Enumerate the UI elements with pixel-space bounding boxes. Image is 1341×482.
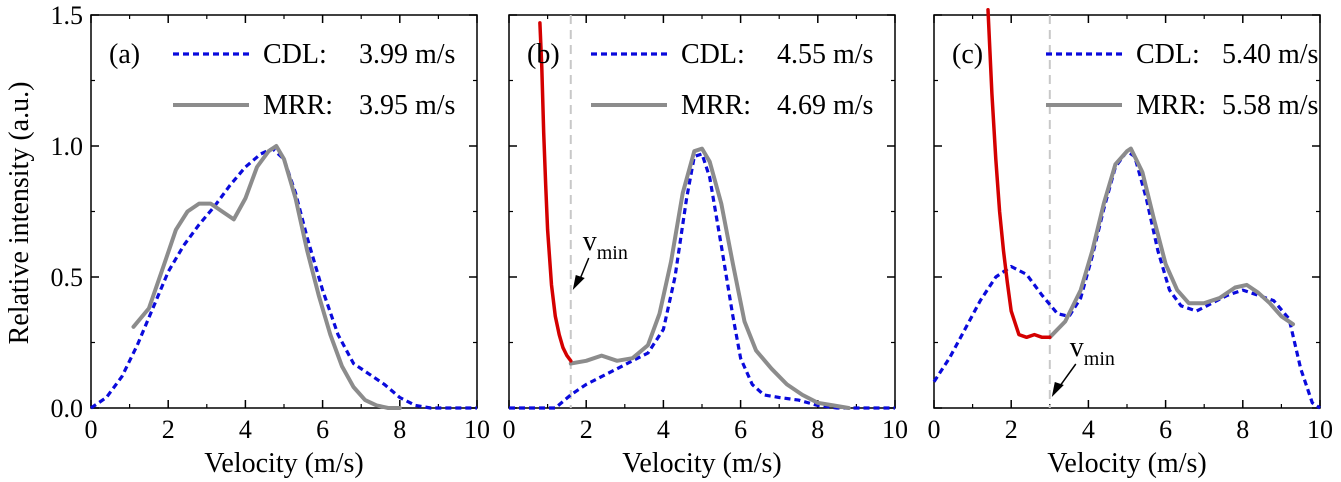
series-mrr-line [1047, 146, 1295, 340]
x-tick-label: 2 [162, 415, 175, 444]
legend-value: 4.55 m/s [777, 39, 873, 70]
x-tick-label: 10 [882, 415, 908, 444]
plot-frame [90, 14, 478, 409]
legend-name: CDL: [263, 39, 327, 70]
legend-value: 3.95 m/s [359, 90, 455, 121]
series-raw-line [986, 8, 1052, 340]
x-tick-label: 10 [1307, 415, 1333, 444]
vmin-label: v [1070, 332, 1084, 363]
series-cdl-line [509, 152, 895, 410]
legend-name: CDL: [1136, 39, 1200, 70]
vmin-arrowhead [572, 275, 585, 290]
x-tick-label: 6 [1159, 415, 1172, 444]
x-tick-label: 0 [503, 415, 516, 444]
x-tick-label: 6 [734, 415, 747, 444]
vmin-arrowhead [1051, 382, 1064, 397]
panel-b: 0 2 4 6 8 10 Velocity (m/s) v min (b) CDL: 4.55 m/s… [503, 14, 908, 479]
panel-label: (b) [527, 39, 560, 70]
legend-name: MRR: [1136, 90, 1206, 121]
x-tick-label: 2 [580, 415, 593, 444]
vmin-label: v [583, 226, 597, 257]
y-tick-label: 0.0 [51, 394, 84, 423]
x-tick-label: 4 [657, 415, 670, 444]
y-tick-label: 1.0 [51, 132, 84, 161]
x-tick-label: 4 [1082, 415, 1095, 444]
x-tick-label: 8 [393, 415, 406, 444]
legend-value: 3.99 m/s [359, 39, 455, 70]
legend-name: CDL: [681, 39, 745, 70]
series-cdl-line [932, 149, 1321, 410]
x-tick-label: 0 [85, 415, 98, 444]
series-raw-line [538, 21, 573, 363]
x-tick-label: 8 [1236, 415, 1249, 444]
panel-a: 0 2 4 6 8 10 0.0 0.5 1.0 1.5 Velocity (m/s) (a) CDL:… [51, 1, 491, 479]
series-mrr-line [568, 146, 851, 410]
y-axis-title: Relative intensity (a.u.) [4, 82, 35, 345]
legend-name: MRR: [681, 90, 751, 121]
plot-frame [508, 14, 896, 409]
y-tick-label: 1.5 [51, 1, 84, 30]
x-tick-label: 4 [239, 415, 252, 444]
series-mrr-line [131, 144, 402, 410]
legend-value: 4.69 m/s [777, 90, 873, 121]
x-axis-title: Velocity (m/s) [204, 448, 363, 479]
panel-c: 0 2 4 6 8 10 Velocity (m/s) v min (c) CDL: 5.40 m/s… [928, 8, 1333, 479]
series-cdl-line [90, 147, 477, 410]
panel-label: (c) [952, 39, 983, 70]
vmin-subscript: min [1084, 348, 1115, 370]
vmin-subscript: min [597, 242, 628, 264]
panel-label: (a) [109, 39, 140, 70]
y-tick-label: 0.5 [51, 263, 84, 292]
x-tick-label: 0 [928, 415, 941, 444]
x-tick-label: 8 [811, 415, 824, 444]
x-axis-title: Velocity (m/s) [622, 448, 781, 479]
x-axis-title: Velocity (m/s) [1047, 448, 1206, 479]
x-tick-label: 6 [316, 415, 329, 444]
legend-value: 5.58 m/s [1222, 90, 1318, 121]
legend-value: 5.40 m/s [1222, 39, 1318, 70]
x-tick-label: 2 [1005, 415, 1018, 444]
legend-name: MRR: [263, 90, 333, 121]
x-tick-label: 10 [464, 415, 490, 444]
